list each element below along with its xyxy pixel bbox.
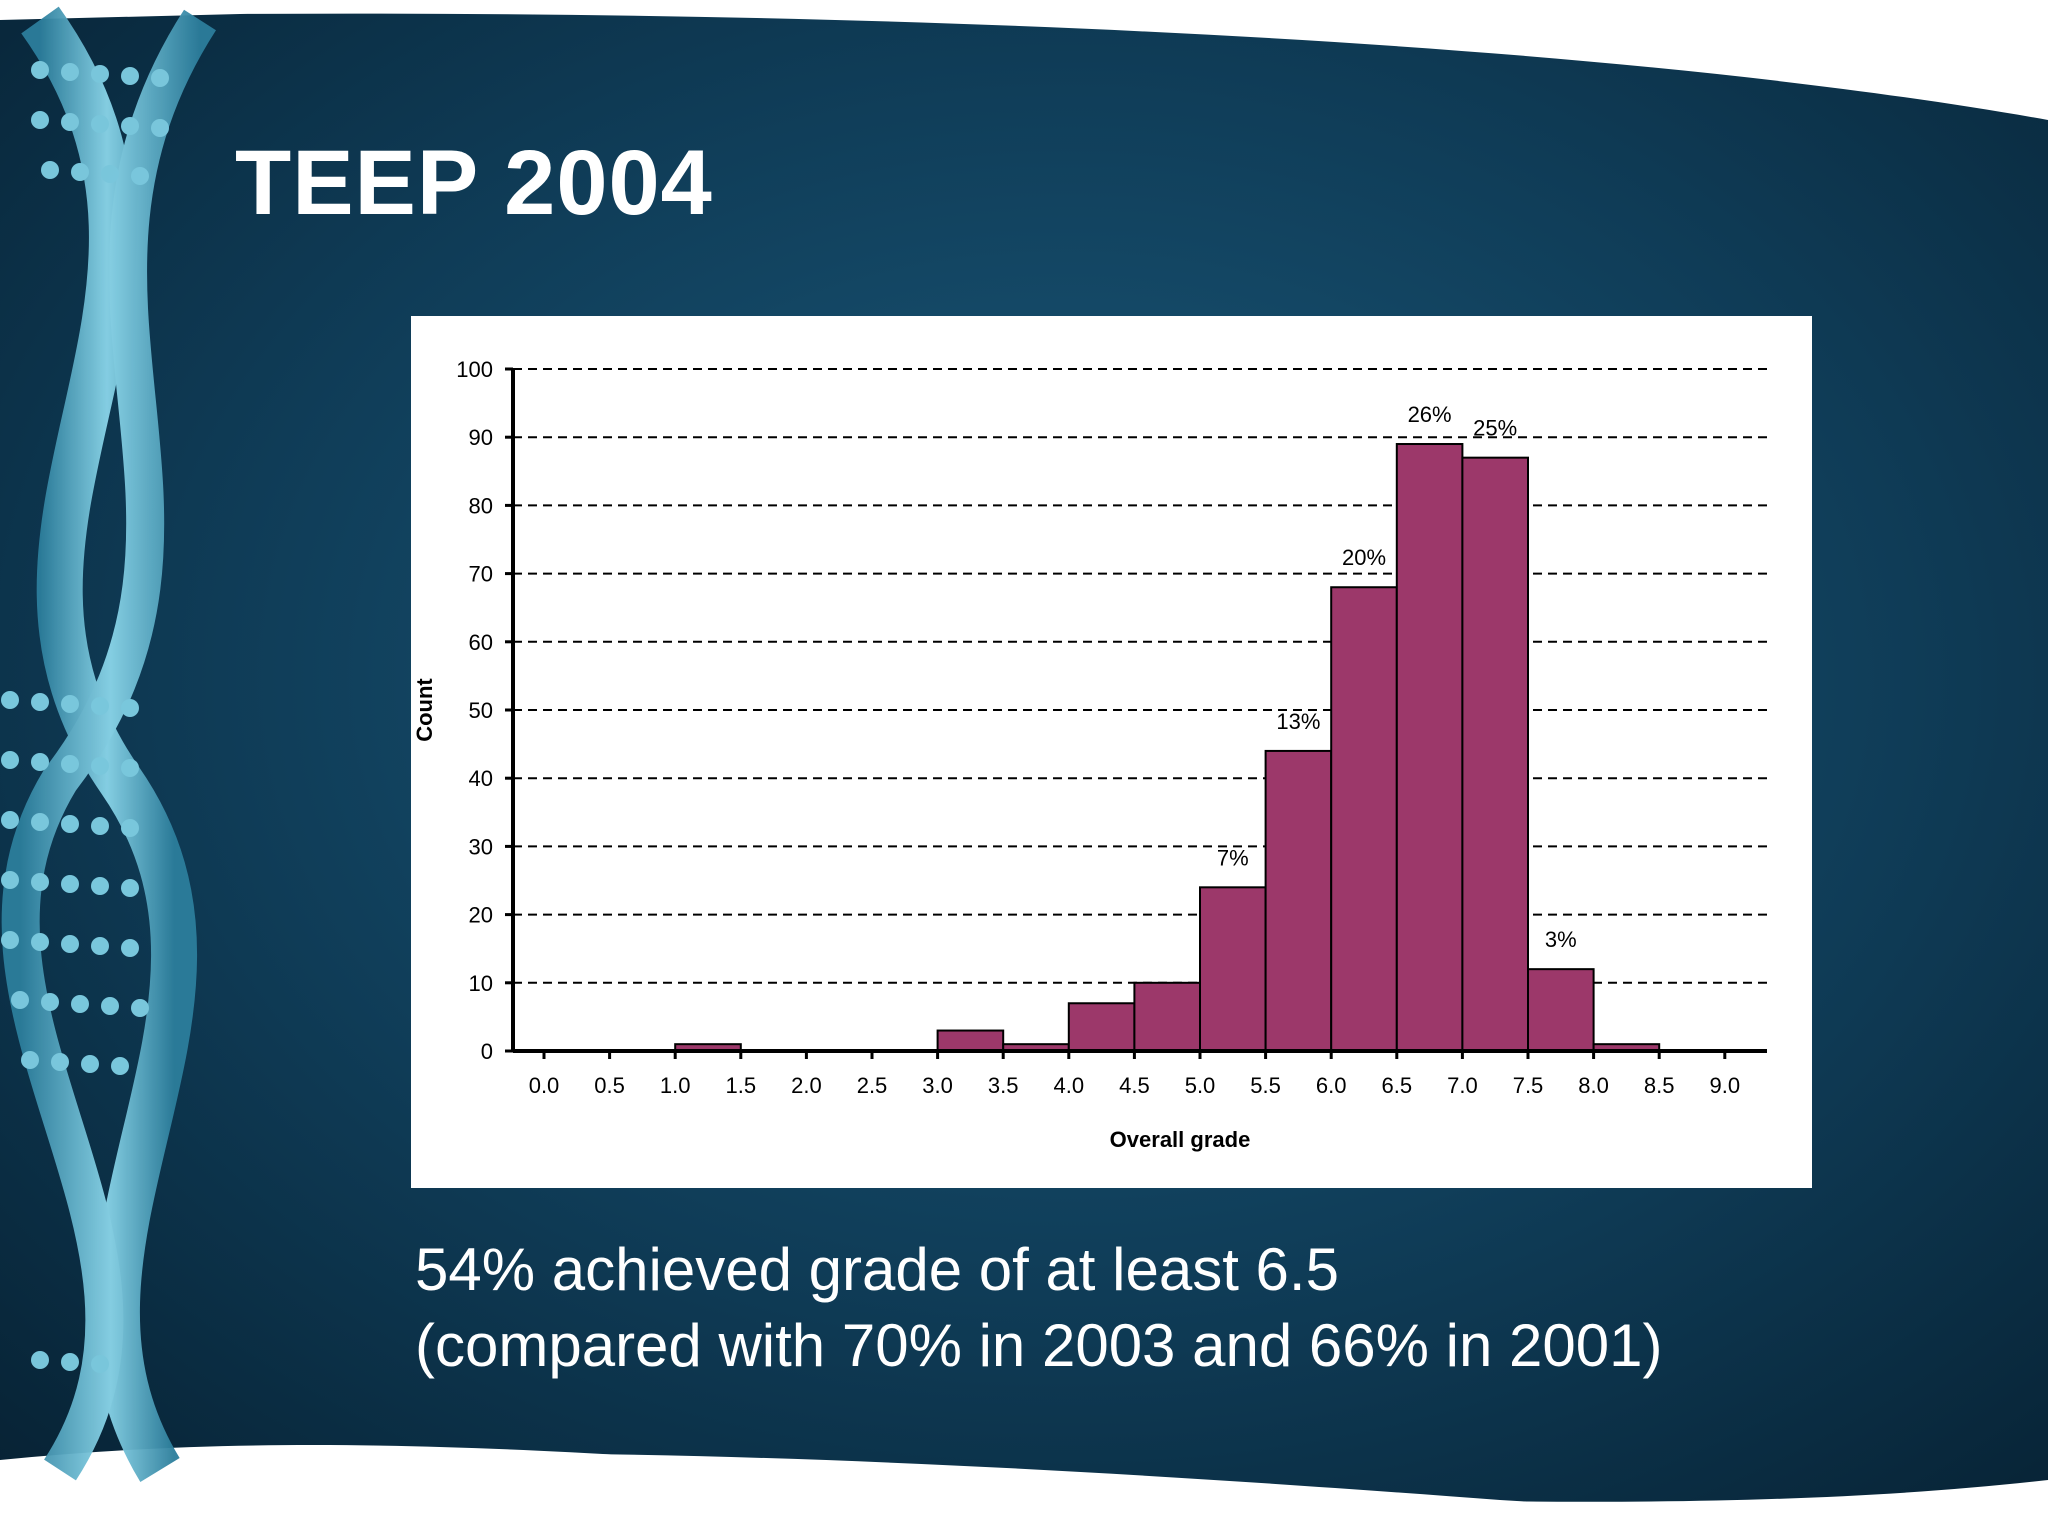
x-tick-label: 1.5: [726, 1073, 757, 1098]
bar: [936, 1029, 1005, 1052]
slide-title: TEEP 2004: [235, 132, 713, 234]
bar-data-label: 3%: [1545, 927, 1577, 952]
y-tick-label: 100: [456, 357, 493, 382]
y-tick-label: 30: [469, 834, 493, 859]
y-tick-label: 90: [469, 425, 493, 450]
bottom-white-wave: [0, 1453, 2048, 1536]
gridlines: [505, 367, 1767, 1053]
x-tick-label: 0.0: [529, 1073, 560, 1098]
chart-panel: 0 10 20 30 40 50 60 70 80 90 100 0.0 0.5 1.0 1.5 2.0 2.…: [411, 316, 1812, 1188]
bar: [1133, 981, 1202, 1052]
bar: [1395, 443, 1464, 1052]
bars: [674, 443, 1661, 1053]
x-tick-label: 2.5: [857, 1073, 888, 1098]
y-tick-label: 10: [469, 971, 493, 996]
caption: 54% achieved grade of at least 6.5 (comp…: [415, 1232, 1975, 1384]
bar: [1199, 886, 1267, 1052]
x-tick-label: 3.5: [988, 1073, 1019, 1098]
bar: [1067, 1002, 1136, 1053]
x-tick-label: 6.0: [1316, 1073, 1347, 1098]
bar: [1264, 749, 1333, 1052]
y-tick-labels: 0 10 20 30 40 50 60 70 80 90 100: [456, 357, 493, 1064]
x-tick-label: 3.0: [922, 1073, 953, 1098]
caption-line-1: 54% achieved grade of at least 6.5: [415, 1236, 1339, 1303]
bar-data-label: 13%: [1276, 709, 1320, 734]
y-tick-label: 70: [469, 562, 493, 587]
bar-data-label: 7%: [1217, 845, 1249, 870]
x-tick-label: 2.0: [791, 1073, 822, 1098]
x-tick-labels: 0.0 0.5 1.0 1.5 2.0 2.5 3.0 3.5 4.0 4.5 5.0 5.5 6.0 6…: [529, 1051, 1740, 1098]
caption-line-2: (compared with 70% in 2003 and 66% in 20…: [415, 1312, 1663, 1379]
x-axis-title: Overall grade: [1110, 1127, 1251, 1152]
x-tick-label: 4.5: [1119, 1073, 1150, 1098]
top-white-wave: [0, 0, 2048, 120]
y-tick-label: 50: [469, 698, 493, 723]
x-tick-label: 4.0: [1054, 1073, 1085, 1098]
bar: [1330, 586, 1398, 1052]
bar-labels: 7% 13% 20% 26% 25% 3%: [1217, 402, 1577, 952]
dna-helix-icon: [1, 6, 216, 1482]
x-tick-label: 8.0: [1578, 1073, 1609, 1098]
bar-data-label: 20%: [1342, 545, 1386, 570]
x-tick-label: 7.5: [1513, 1073, 1544, 1098]
bar: [1527, 968, 1595, 1052]
x-tick-label: 5.5: [1250, 1073, 1281, 1098]
axes: [511, 369, 1767, 1053]
histogram-chart: 0 10 20 30 40 50 60 70 80 90 100 0.0 0.5 1.0 1.5 2.0 2.…: [412, 357, 1767, 1152]
x-tick-label: 5.0: [1185, 1073, 1216, 1098]
x-tick-label: 8.5: [1644, 1073, 1675, 1098]
y-tick-label: 20: [469, 903, 493, 928]
bar-data-label: 25%: [1473, 416, 1517, 441]
x-tick-label: 7.0: [1447, 1073, 1478, 1098]
bar-data-label: 26%: [1408, 402, 1452, 427]
x-tick-label: 0.5: [594, 1073, 625, 1098]
x-tick-label: 9.0: [1710, 1073, 1741, 1098]
x-tick-label: 6.5: [1382, 1073, 1413, 1098]
y-tick-label: 40: [469, 766, 493, 791]
y-tick-label: 60: [469, 630, 493, 655]
x-tick-label: 1.0: [660, 1073, 691, 1098]
y-axis-title: Count: [412, 678, 437, 742]
y-tick-label: 80: [469, 493, 493, 518]
bar: [1461, 456, 1530, 1053]
y-tick-label: 0: [481, 1039, 493, 1064]
